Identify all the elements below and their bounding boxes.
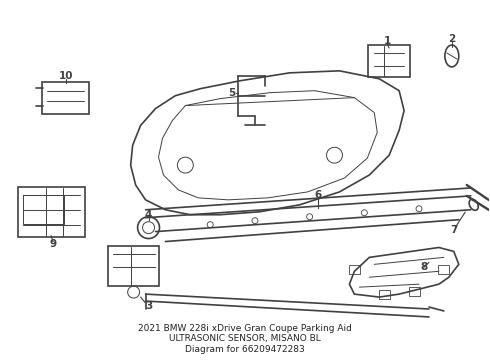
Text: 7: 7: [450, 225, 458, 235]
Text: 1: 1: [384, 36, 391, 46]
Text: 2: 2: [448, 34, 455, 44]
Text: 3: 3: [145, 301, 152, 311]
Text: 6: 6: [314, 190, 321, 200]
Text: 9: 9: [49, 239, 57, 249]
Text: 10: 10: [59, 71, 74, 81]
Text: 2021 BMW 228i xDrive Gran Coupe Parking Aid
ULTRASONIC SENSOR, MISANO BL
Diagram: 2021 BMW 228i xDrive Gran Coupe Parking …: [138, 324, 352, 354]
Text: 4: 4: [145, 210, 152, 220]
Text: 8: 8: [420, 262, 428, 272]
Text: 5: 5: [228, 88, 236, 98]
